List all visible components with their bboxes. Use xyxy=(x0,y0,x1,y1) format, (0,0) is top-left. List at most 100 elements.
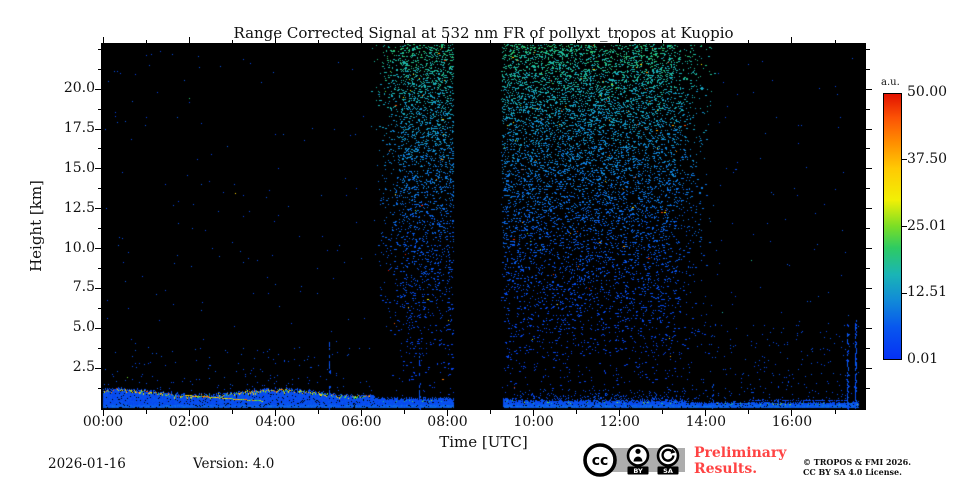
x-axis-tick xyxy=(576,410,578,414)
x-axis-top-tick xyxy=(188,37,190,43)
cc-icon-text: cc xyxy=(592,453,609,469)
x-axis-tick xyxy=(705,410,707,416)
x-axis-label: Time [UTC] xyxy=(439,433,528,451)
x-tick-label: 02:00 xyxy=(168,414,210,430)
y-axis-right-tick xyxy=(866,48,870,50)
y-axis-tick xyxy=(95,128,101,130)
y-axis-tick xyxy=(95,168,101,170)
x-tick-label: 04:00 xyxy=(255,414,296,430)
y-axis-right-tick xyxy=(866,347,870,349)
colorbar-tick-label: 37.50 xyxy=(907,150,948,167)
x-axis-top-tick xyxy=(274,37,276,43)
y-axis-right-tick xyxy=(866,327,872,329)
x-axis-tick xyxy=(317,410,319,414)
colorbar-tick xyxy=(901,226,907,227)
x-axis-top-tick xyxy=(748,39,750,43)
x-tick-label: 08:00 xyxy=(427,414,468,430)
x-axis-tick xyxy=(102,410,104,416)
y-tick-label: 2.5 xyxy=(72,359,95,376)
y-axis-tick xyxy=(97,387,101,389)
y-axis-right-tick xyxy=(866,387,870,389)
y-tick-label: 10.0 xyxy=(63,239,95,256)
x-axis-tick xyxy=(360,410,362,416)
y-axis-right-tick xyxy=(866,68,870,70)
x-tick-label: 16:00 xyxy=(771,414,813,430)
colorbar-tick-label: 12.51 xyxy=(907,284,948,301)
heatmap-canvas xyxy=(101,43,866,410)
y-axis-right-tick xyxy=(866,168,872,170)
x-axis-top-tick xyxy=(317,39,319,43)
y-axis-tick xyxy=(97,228,101,230)
y-axis-tick xyxy=(95,287,101,289)
y-axis-tick xyxy=(95,88,101,90)
measurement-date: 2026-01-16 xyxy=(48,456,126,472)
y-axis-right-tick xyxy=(866,208,872,210)
y-axis-tick xyxy=(95,327,101,329)
y-tick-label: 7.5 xyxy=(72,279,95,296)
colorbar-tick-label: 50.00 xyxy=(907,84,948,100)
x-axis-tick xyxy=(446,410,448,416)
x-axis-tick xyxy=(662,410,664,414)
x-axis-top-tick xyxy=(705,37,707,43)
x-axis-tick xyxy=(403,410,405,414)
preliminary-results-note: Preliminary Results. xyxy=(694,445,787,477)
y-axis-tick xyxy=(97,108,101,110)
x-axis-tick xyxy=(834,410,836,414)
attribution-person-icon: BY xyxy=(626,444,650,475)
x-tick-label: 06:00 xyxy=(341,414,382,430)
x-axis-top-tick xyxy=(102,37,104,43)
cc-icon: cc xyxy=(583,443,617,477)
x-axis-top-tick xyxy=(403,39,405,43)
y-axis-right-tick xyxy=(866,228,870,230)
colorbar-tick xyxy=(901,292,907,294)
y-axis-right-tick xyxy=(866,128,872,130)
y-tick-label: 12.5 xyxy=(63,199,95,216)
x-axis-top-tick xyxy=(360,37,362,43)
colorbar-tick-label: 0.01 xyxy=(907,351,939,367)
x-axis-top-tick xyxy=(533,37,535,43)
colorbar-unit-label: a.u. xyxy=(881,77,900,88)
plot-title: Range Corrected Signal at 532 nm FR of p… xyxy=(233,24,734,42)
x-axis-top-tick xyxy=(619,37,621,43)
x-axis-tick xyxy=(490,410,492,414)
sa-label: SA xyxy=(663,467,673,475)
x-axis-tick xyxy=(619,410,621,416)
x-axis-top-tick xyxy=(145,39,147,43)
x-axis-top-tick xyxy=(791,37,793,43)
x-axis-tick xyxy=(533,410,535,416)
y-axis-right-tick xyxy=(866,268,870,270)
x-axis-tick xyxy=(791,410,793,416)
y-axis-label: Height [km] xyxy=(27,180,45,272)
x-tick-label: 12:00 xyxy=(599,414,640,430)
plot-area xyxy=(101,43,866,410)
colorbar-tick xyxy=(901,159,907,161)
y-axis-tick xyxy=(97,268,101,270)
x-axis-top-tick xyxy=(576,39,578,43)
y-axis-right-tick xyxy=(866,367,872,369)
x-axis-tick xyxy=(748,410,750,414)
colorbar-tick-label: 25.01 xyxy=(907,217,948,234)
y-tick-label: 17.5 xyxy=(63,120,95,137)
x-axis-top-tick xyxy=(231,39,233,43)
by-label: BY xyxy=(633,467,643,475)
x-tick-label: 10:00 xyxy=(513,414,554,430)
y-axis-tick xyxy=(95,367,101,369)
y-tick-label: 15.0 xyxy=(63,159,95,176)
y-axis-right-tick xyxy=(866,88,872,90)
x-axis-tick xyxy=(231,410,233,414)
cc-by-sa-badge: cc BY SA xyxy=(583,443,685,477)
y-axis-tick xyxy=(97,48,101,50)
y-axis-right-tick xyxy=(866,287,872,289)
y-axis-right-tick xyxy=(866,248,872,250)
y-axis-tick xyxy=(97,148,101,150)
y-axis-right-tick xyxy=(866,307,870,309)
y-axis-tick xyxy=(97,307,101,309)
x-tick-label: 14:00 xyxy=(685,414,726,430)
y-axis-tick xyxy=(95,208,101,210)
y-tick-label: 5.0 xyxy=(72,319,95,336)
x-tick-label: 00:00 xyxy=(82,414,124,430)
colorbar xyxy=(883,93,902,360)
share-alike-arrow-icon: SA xyxy=(656,444,680,475)
y-tick-label: 20.0 xyxy=(63,80,95,97)
